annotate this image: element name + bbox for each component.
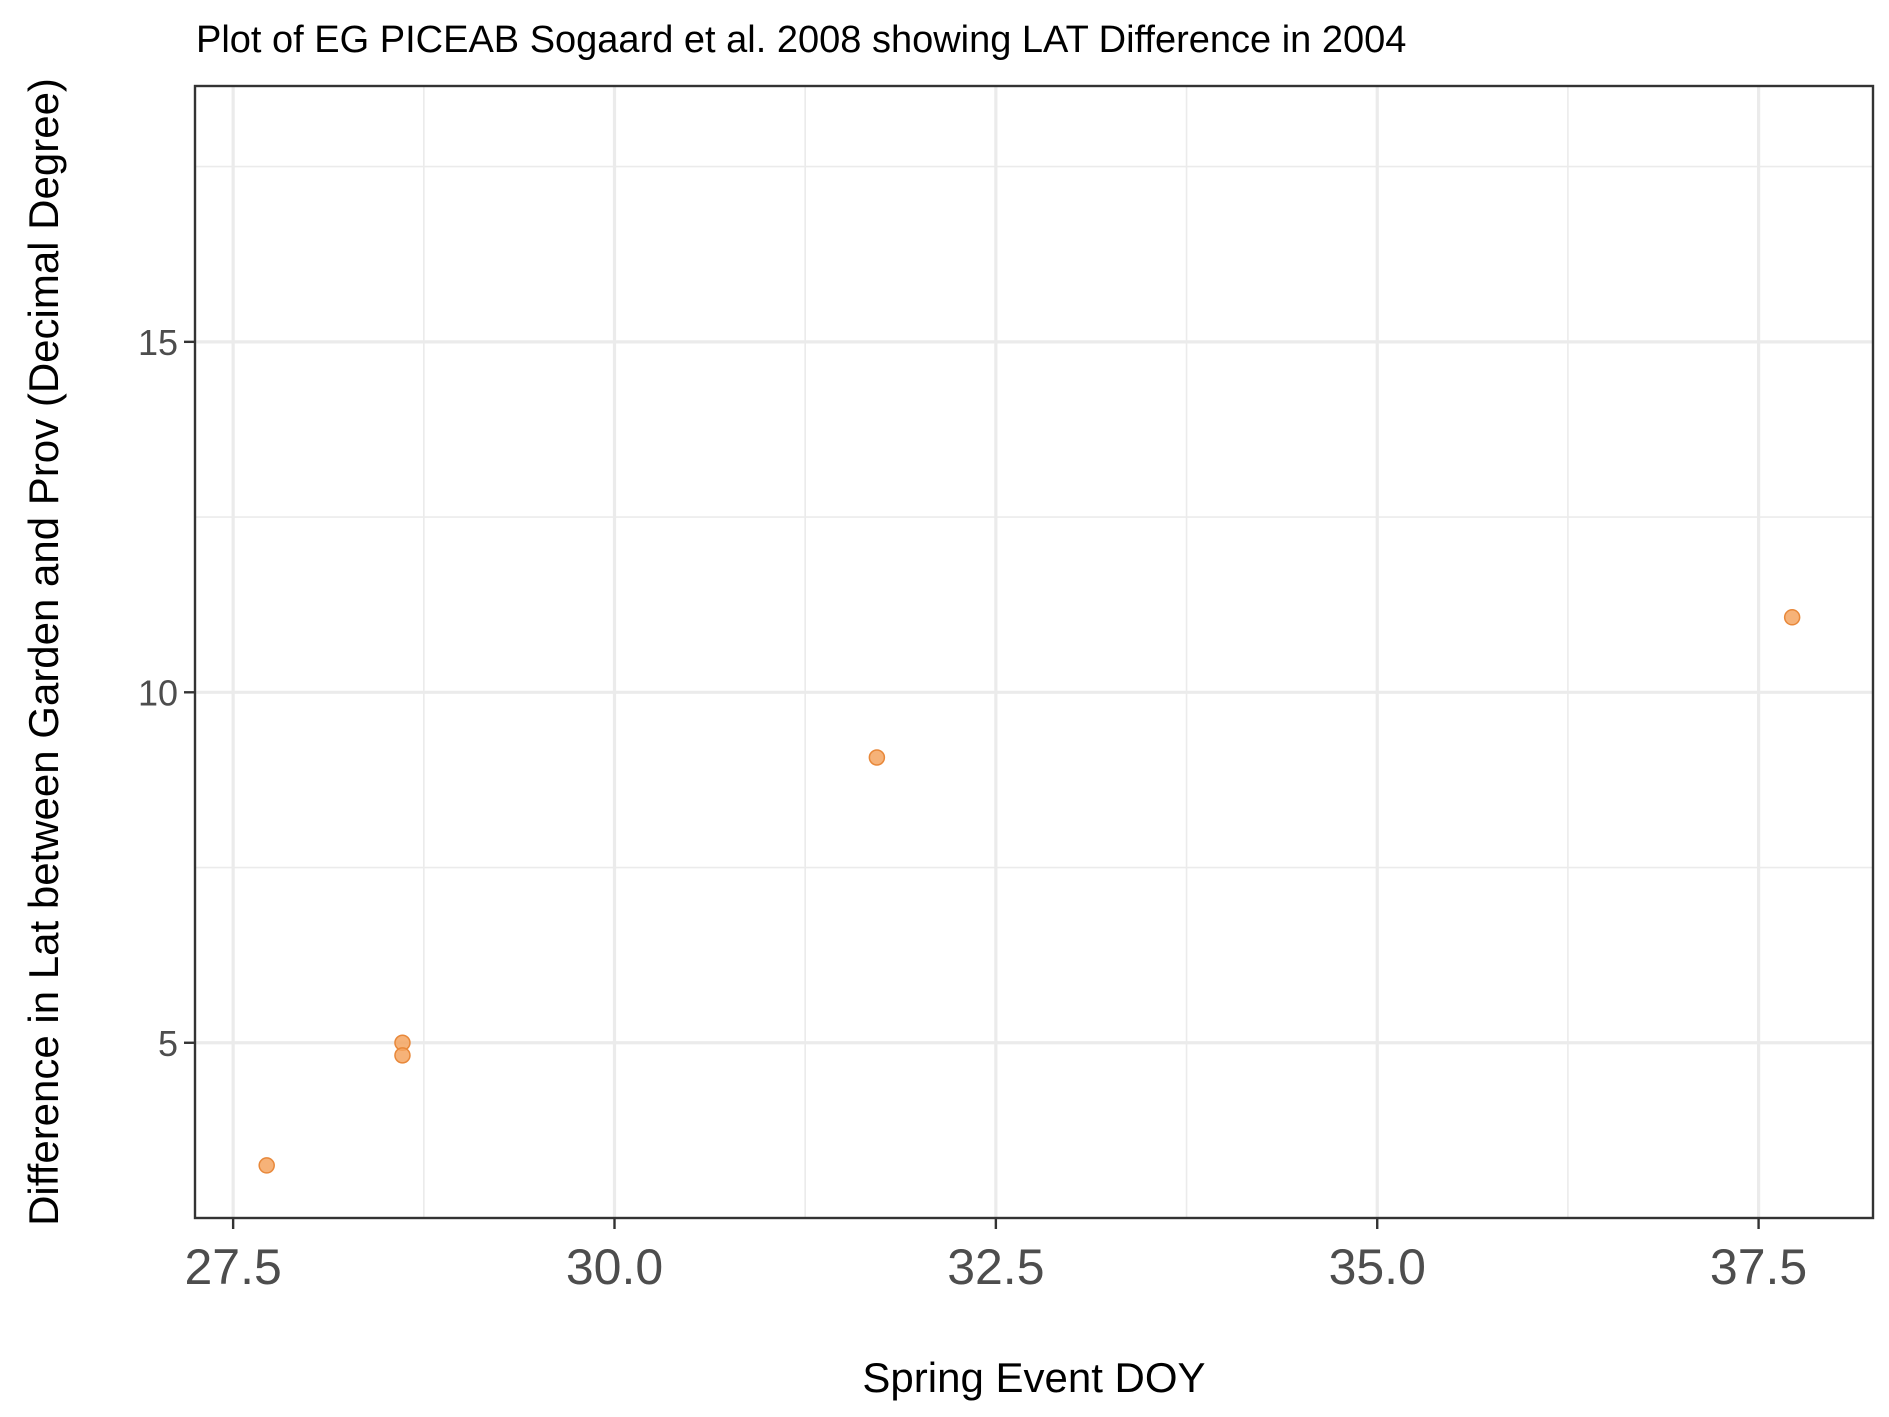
plot-panel [193, 84, 1875, 1220]
y-tick-label: 10 [138, 672, 178, 713]
x-axis-title: Spring Event DOY [862, 1354, 1205, 1401]
panel-border [193, 84, 1875, 1220]
panel-background [195, 86, 1873, 1218]
y-tick-label: 5 [158, 1023, 178, 1064]
y-tick-label: 15 [138, 322, 178, 363]
data-point [868, 749, 886, 766]
x-tick-label: 27.5 [184, 1239, 281, 1295]
chart-title: Plot of EG PICEAB Sogaard et al. 2008 sh… [196, 19, 1406, 61]
x-axis-ticks: 27.5 30.0 32.5 35.0 37.5 [184, 1218, 1807, 1295]
x-tick-label: 35.0 [1329, 1239, 1426, 1295]
data-point [394, 1047, 411, 1064]
data-point [258, 1157, 275, 1174]
x-tick-label: 37.5 [1710, 1239, 1807, 1295]
data-point [1783, 609, 1801, 626]
y-axis-ticks: 5 10 15 [138, 322, 195, 1064]
x-tick-label: 30.0 [566, 1239, 663, 1295]
x-tick-label: 32.5 [947, 1239, 1044, 1295]
y-axis-title: Difference in Lat between Garden and Pro… [20, 78, 67, 1226]
data-points [258, 609, 1801, 1174]
minor-gridlines [195, 86, 1873, 1218]
major-gridlines [195, 86, 1873, 1218]
